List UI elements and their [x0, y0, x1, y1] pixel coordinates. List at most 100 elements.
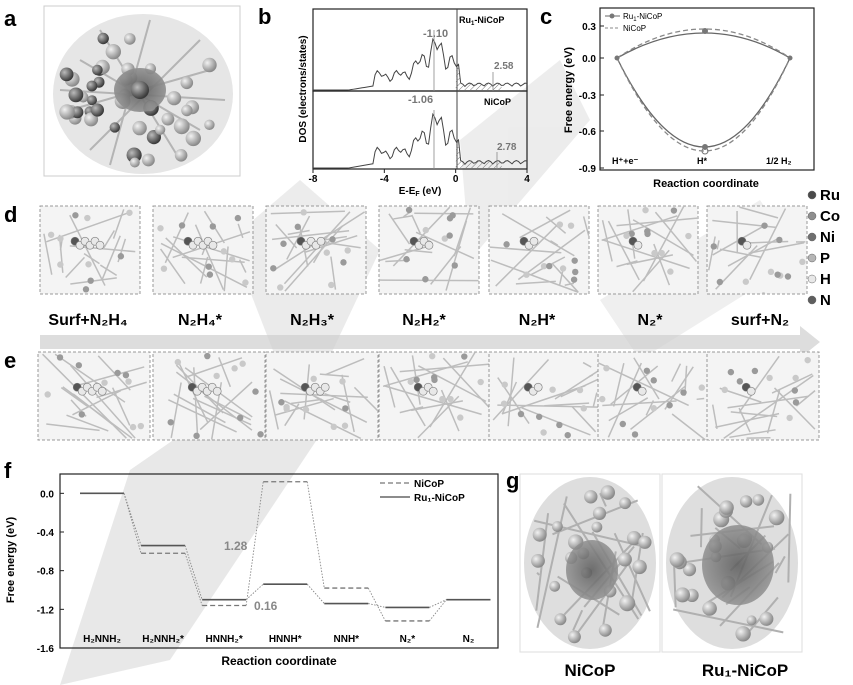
- element-label: Co: [820, 208, 840, 225]
- f-ytick: 0.0: [40, 489, 54, 500]
- atom: [576, 386, 584, 394]
- dos-xlabel: E-EF (eV): [399, 186, 442, 198]
- atom: [57, 261, 64, 268]
- atom: [328, 281, 335, 289]
- atom: [643, 367, 651, 374]
- step-label: Surf+N₂H₄: [48, 312, 127, 329]
- her-ytick: 0.3: [582, 22, 596, 33]
- g-label-nicop: NiCoP: [565, 661, 616, 680]
- atom: [71, 106, 84, 119]
- atom: [300, 209, 307, 216]
- atom: [447, 395, 454, 403]
- atom: [422, 226, 429, 234]
- atom: [742, 278, 750, 285]
- structure-tile: [378, 351, 492, 441]
- atom: [638, 535, 652, 549]
- her-ytick: 0.0: [582, 54, 596, 65]
- her-state-2: 1/2 H₂: [766, 156, 792, 166]
- adsorbate-atom: [316, 236, 326, 246]
- atom: [600, 485, 615, 500]
- panel-label-a: a: [4, 6, 17, 31]
- f-connector: [367, 587, 386, 622]
- dos-bottom-peak-label: -1.06: [408, 94, 433, 106]
- her-ytick: -0.9: [579, 164, 597, 175]
- atom: [124, 33, 136, 45]
- atom: [157, 225, 164, 232]
- atom: [523, 271, 530, 278]
- atom: [125, 378, 132, 385]
- atom: [680, 389, 687, 396]
- structure-tile: [488, 351, 602, 441]
- panel-f-chart: 0.0 -0.4 -0.8 -1.2 -1.6 H₂NNH₂ H₂NNH₂* HNNH₂* H…: [5, 473, 499, 668]
- her-state-0: H⁺+e⁻: [612, 156, 639, 166]
- atom: [204, 352, 211, 360]
- atom: [181, 104, 193, 117]
- atom: [619, 595, 636, 612]
- atom: [160, 265, 168, 272]
- atom: [592, 506, 607, 520]
- element-dot: [807, 253, 817, 263]
- adsorbate-atom: [95, 240, 105, 250]
- atom: [619, 420, 627, 428]
- adsorbate-atom: [320, 382, 330, 392]
- atom: [552, 521, 563, 532]
- atom: [430, 374, 438, 381]
- atom: [739, 495, 753, 508]
- atom: [644, 228, 651, 235]
- f-xlabel: Reaction coordinate: [221, 654, 337, 668]
- panel-label-f: f: [4, 458, 12, 483]
- atom: [784, 273, 792, 280]
- f-ytick: -1.6: [37, 644, 55, 655]
- f-annotation-1: 1.28: [224, 539, 248, 553]
- f-connector: [123, 493, 142, 546]
- f-connector: [184, 545, 203, 600]
- f-ylabel: Free energy (eV): [5, 517, 17, 604]
- atom: [570, 276, 578, 283]
- step-label: surf+N₂: [731, 312, 789, 329]
- her-nicop-upper-curve: [616, 28, 791, 59]
- atom: [799, 258, 806, 266]
- atom: [342, 405, 349, 412]
- atom: [330, 423, 337, 431]
- dos-xtick: -8: [309, 174, 318, 185]
- atom: [774, 271, 781, 278]
- f-ytick: -0.8: [37, 567, 55, 578]
- atom: [501, 381, 508, 388]
- atom: [82, 286, 90, 293]
- element-dot: [807, 232, 817, 242]
- step-label: N₂H₄*: [178, 312, 223, 329]
- f-annotation-2: 0.16: [254, 599, 278, 613]
- atom: [97, 32, 109, 45]
- atom: [202, 57, 217, 73]
- element-dot: [807, 274, 817, 284]
- atom: [59, 67, 74, 82]
- atom: [228, 256, 236, 263]
- atom: [556, 221, 564, 228]
- atom: [768, 509, 785, 526]
- atom: [180, 76, 194, 90]
- her-xlabel: Reaction coordinate: [653, 178, 759, 190]
- atom: [716, 278, 724, 286]
- adsorbate-atom: [428, 386, 438, 396]
- atom: [86, 80, 98, 92]
- atom: [682, 563, 697, 577]
- atom: [719, 500, 734, 515]
- adsorbate-atom: [97, 386, 107, 396]
- atom: [87, 95, 97, 106]
- atom: [72, 212, 79, 219]
- atom: [92, 64, 103, 76]
- atom: [105, 44, 122, 60]
- atom: [85, 261, 92, 268]
- f-ytick: -0.4: [37, 528, 55, 539]
- atom: [767, 268, 775, 276]
- reaction-arrow: [40, 335, 800, 349]
- atom: [56, 354, 64, 361]
- atom: [174, 149, 188, 162]
- atom: [340, 259, 347, 266]
- atom: [531, 554, 545, 568]
- atom: [280, 240, 287, 247]
- f-connector: [306, 481, 325, 589]
- f-connector: [245, 583, 264, 601]
- atom: [193, 432, 200, 440]
- f-category-label: NNH*: [334, 634, 360, 645]
